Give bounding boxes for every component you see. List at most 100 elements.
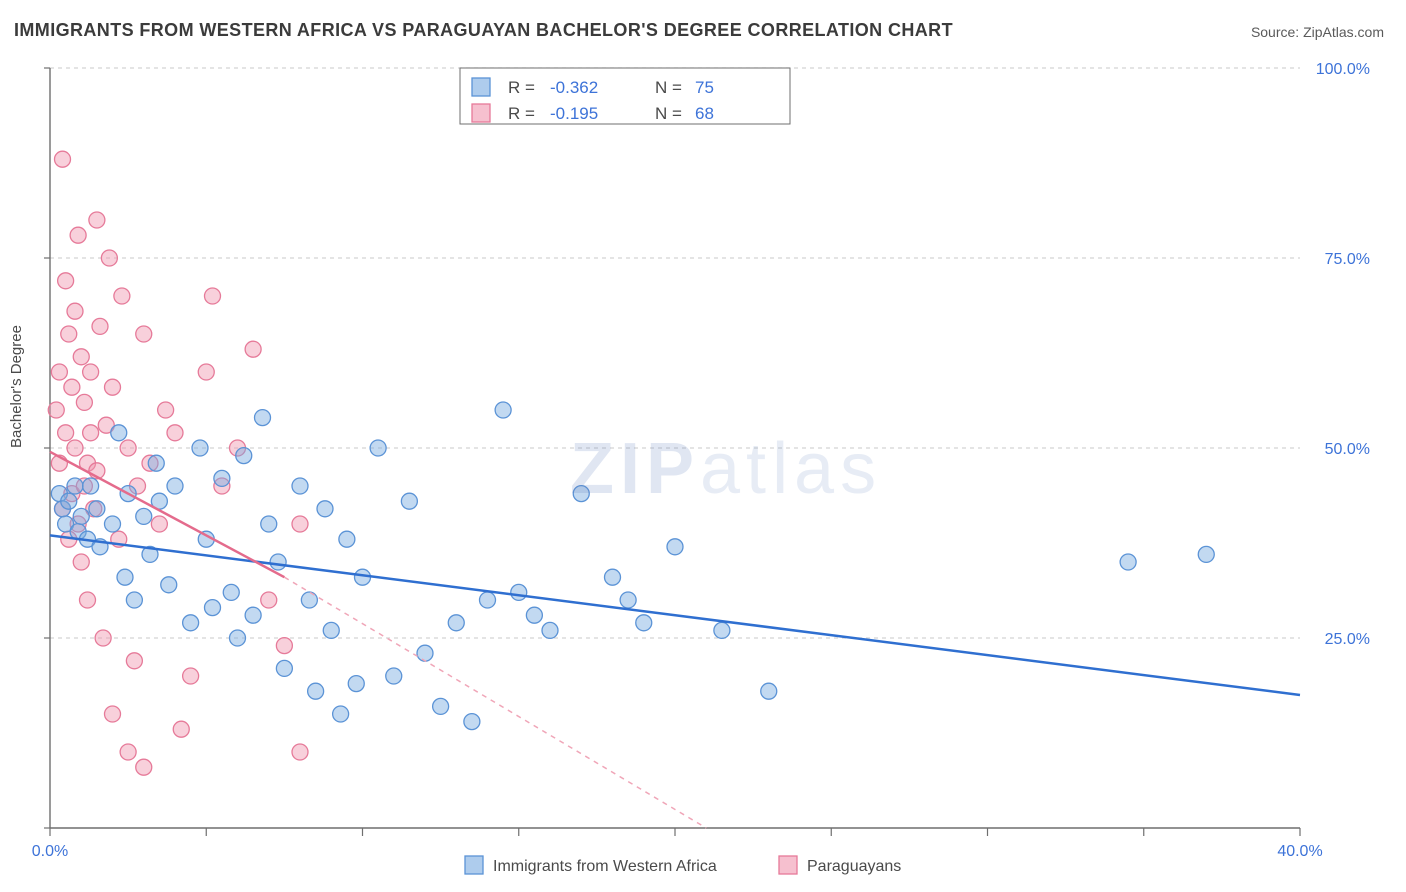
legend-swatch [472, 78, 490, 96]
legend-series-label: Immigrants from Western Africa [493, 858, 717, 875]
data-point [301, 592, 317, 608]
source-label: Source: [1251, 24, 1299, 40]
data-point [573, 486, 589, 502]
data-point [105, 706, 121, 722]
data-point [292, 516, 308, 532]
data-point [58, 425, 74, 441]
data-point [261, 516, 277, 532]
data-point [542, 622, 558, 638]
data-point [126, 592, 142, 608]
source-attribution: Source: ZipAtlas.com [1251, 24, 1384, 40]
data-point [292, 744, 308, 760]
data-point [1198, 546, 1214, 562]
data-point [70, 227, 86, 243]
y-tick-label: 100.0% [1316, 61, 1370, 78]
data-point [270, 554, 286, 570]
data-point [167, 425, 183, 441]
data-point [205, 600, 221, 616]
data-point [636, 615, 652, 631]
data-point [333, 706, 349, 722]
data-point [61, 326, 77, 342]
data-point [136, 326, 152, 342]
data-point [511, 584, 527, 600]
data-point [80, 592, 96, 608]
data-point [136, 759, 152, 775]
data-point [223, 584, 239, 600]
data-point [198, 364, 214, 380]
data-point [1120, 554, 1136, 570]
data-point [64, 379, 80, 395]
data-point [214, 470, 230, 486]
data-point [73, 349, 89, 365]
chart-container: Bachelor's Degree ZIPatlas 0.0%40.0%25.0… [0, 58, 1406, 892]
data-point [73, 508, 89, 524]
data-point [245, 341, 261, 357]
legend-r-value: -0.195 [550, 104, 598, 123]
data-point [105, 516, 121, 532]
legend-series-label: Paraguayans [807, 858, 901, 875]
data-point [192, 440, 208, 456]
data-point [58, 273, 74, 289]
data-point [55, 151, 71, 167]
data-point [67, 478, 83, 494]
data-point [526, 607, 542, 623]
data-point [48, 402, 64, 418]
data-point [714, 622, 730, 638]
legend-r-label: R = [508, 104, 535, 123]
legend-n-label: N = [655, 104, 682, 123]
data-point [323, 622, 339, 638]
data-point [255, 410, 271, 426]
data-point [67, 440, 83, 456]
data-point [464, 714, 480, 730]
data-point [151, 516, 167, 532]
x-tick-label: 40.0% [1277, 843, 1322, 860]
y-tick-label: 75.0% [1325, 251, 1370, 268]
data-point [83, 478, 99, 494]
data-point [261, 592, 277, 608]
data-point [480, 592, 496, 608]
data-point [148, 455, 164, 471]
data-point [51, 364, 67, 380]
legend-r-label: R = [508, 78, 535, 97]
data-point [117, 569, 133, 585]
data-point [83, 364, 99, 380]
data-point [433, 698, 449, 714]
data-point [370, 440, 386, 456]
data-point [73, 554, 89, 570]
legend-swatch [779, 856, 797, 874]
data-point [317, 501, 333, 517]
data-point [401, 493, 417, 509]
data-point [605, 569, 621, 585]
data-point [92, 318, 108, 334]
data-point [126, 653, 142, 669]
data-point [495, 402, 511, 418]
data-point [136, 508, 152, 524]
data-point [292, 478, 308, 494]
data-point [236, 448, 252, 464]
data-point [308, 683, 324, 699]
legend-n-value: 68 [695, 104, 714, 123]
data-point [89, 501, 105, 517]
data-point [448, 615, 464, 631]
data-point [76, 394, 92, 410]
data-point [89, 212, 105, 228]
data-point [276, 660, 292, 676]
data-point [120, 440, 136, 456]
data-point [348, 676, 364, 692]
source-value: ZipAtlas.com [1303, 24, 1384, 40]
data-point [761, 683, 777, 699]
data-point [417, 645, 433, 661]
data-point [386, 668, 402, 684]
y-axis-label: Bachelor's Degree [8, 325, 25, 448]
data-point [183, 668, 199, 684]
x-tick-label: 0.0% [32, 843, 68, 860]
data-point [120, 744, 136, 760]
scatter-chart: 0.0%40.0%25.0%50.0%75.0%100.0%R =-0.362N… [0, 58, 1406, 892]
data-point [173, 721, 189, 737]
legend-swatch [472, 104, 490, 122]
data-point [620, 592, 636, 608]
legend-n-value: 75 [695, 78, 714, 97]
data-point [667, 539, 683, 555]
data-point [245, 607, 261, 623]
data-point [276, 638, 292, 654]
